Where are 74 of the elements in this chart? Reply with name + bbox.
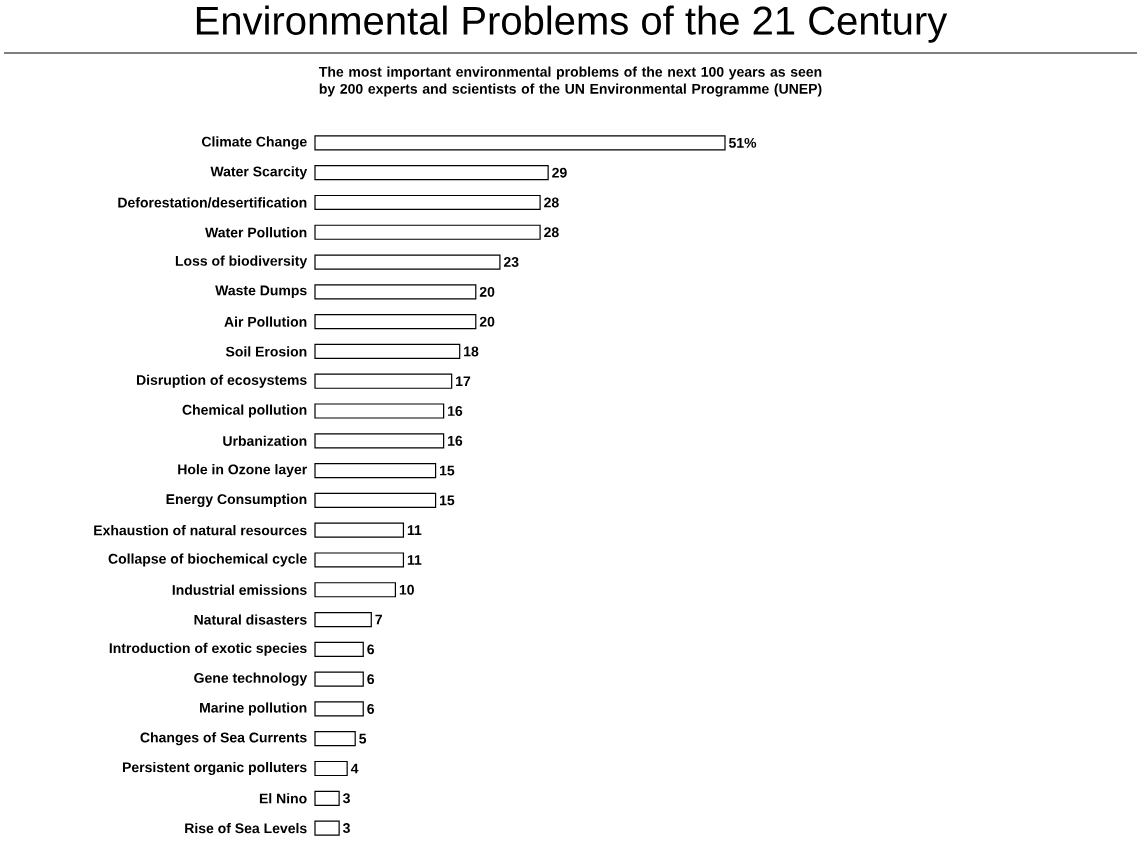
data-label: 5 bbox=[359, 733, 367, 744]
bar bbox=[314, 254, 501, 270]
bar bbox=[314, 611, 372, 628]
bar bbox=[314, 731, 356, 747]
data-label: 3 bbox=[342, 793, 350, 804]
data-label: 17 bbox=[456, 376, 471, 387]
y-tick-label: Marine pollution bbox=[200, 702, 307, 716]
data-label: 20 bbox=[479, 316, 495, 327]
y-tick-label: Collapse of biochemical cycle bbox=[108, 553, 307, 567]
y-tick-label: Water Scarcity bbox=[210, 166, 308, 180]
y-tick-label: Air Pollution bbox=[224, 316, 307, 327]
data-label: 11 bbox=[407, 525, 422, 535]
bar bbox=[314, 641, 364, 657]
bar bbox=[314, 343, 461, 360]
y-tick-label: El Nino bbox=[259, 793, 307, 804]
bar bbox=[314, 165, 549, 181]
y-tick-label: Loss of biodiversity bbox=[175, 255, 308, 269]
y-tick-label: Water Pollution bbox=[205, 227, 307, 238]
y-tick-label: Rise of Sea Levels bbox=[185, 822, 307, 834]
data-label: 6 bbox=[367, 644, 375, 655]
data-label: 7 bbox=[375, 614, 382, 625]
bar bbox=[314, 194, 541, 211]
bar bbox=[314, 224, 541, 240]
data-label: 28 bbox=[544, 197, 559, 208]
data-label: 3 bbox=[342, 823, 350, 834]
data-label: 23 bbox=[503, 257, 519, 268]
data-label: 20 bbox=[479, 286, 495, 297]
y-tick-label: Waste Dumps bbox=[215, 285, 307, 299]
y-tick-label: Persistent organic polluters bbox=[122, 761, 307, 776]
bar bbox=[314, 403, 445, 419]
y-tick-label: Deforestation/desertification bbox=[118, 197, 307, 208]
data-label: 51% bbox=[728, 137, 757, 148]
y-tick-label: Urbanization bbox=[223, 435, 307, 446]
data-label: 10 bbox=[399, 584, 414, 595]
chart-subtitle: The most important environmental problems of the next 100 years as seen by 200 experts and scientists of the UN Environmental Programme (UNEP) bbox=[318, 66, 822, 97]
y-tick-label: Chemical pollution bbox=[182, 404, 307, 418]
data-label: 16 bbox=[448, 406, 463, 416]
bar bbox=[314, 552, 405, 568]
y-tick-label: Changes of Sea Currents bbox=[140, 732, 307, 746]
bar bbox=[314, 760, 348, 777]
bar bbox=[314, 522, 405, 538]
bar bbox=[314, 582, 396, 598]
data-label: 6 bbox=[367, 703, 375, 714]
bar bbox=[314, 820, 340, 836]
data-label: 16 bbox=[448, 435, 463, 446]
bar bbox=[314, 135, 726, 151]
y-tick-label: Climate Change bbox=[201, 136, 307, 150]
data-label: 15 bbox=[440, 465, 455, 476]
data-label: 11 bbox=[407, 555, 422, 565]
y-tick-label: Industrial emissions bbox=[172, 584, 307, 595]
y-tick-label: Disruption of ecosystems bbox=[136, 374, 307, 388]
bar bbox=[314, 790, 340, 806]
data-label: 4 bbox=[350, 763, 359, 774]
y-tick-label: Gene technology bbox=[194, 672, 308, 686]
bar bbox=[314, 284, 477, 300]
bar bbox=[314, 433, 445, 449]
data-label: 18 bbox=[464, 346, 479, 357]
y-tick-label: Introduction of exotic species bbox=[109, 642, 307, 656]
y-tick-label: Soil Erosion bbox=[225, 346, 307, 357]
data-label: 29 bbox=[552, 167, 567, 178]
data-label: 15 bbox=[440, 495, 455, 506]
y-tick-label: Natural disasters bbox=[194, 614, 307, 625]
bar bbox=[314, 701, 364, 717]
y-tick-label: Energy Consumption bbox=[166, 493, 307, 507]
bar bbox=[314, 373, 453, 389]
bar bbox=[314, 492, 437, 508]
bar bbox=[314, 463, 437, 479]
data-label: 28 bbox=[544, 227, 559, 238]
data-label: 6 bbox=[367, 674, 375, 685]
y-tick-label: Exhaustion of natural resources bbox=[94, 525, 307, 536]
bar bbox=[314, 314, 477, 330]
chart-title: Environmental Problems of the 21 Century bbox=[196, 5, 948, 43]
y-tick-label: Hole in Ozone layer bbox=[178, 464, 307, 478]
bar bbox=[314, 671, 364, 687]
